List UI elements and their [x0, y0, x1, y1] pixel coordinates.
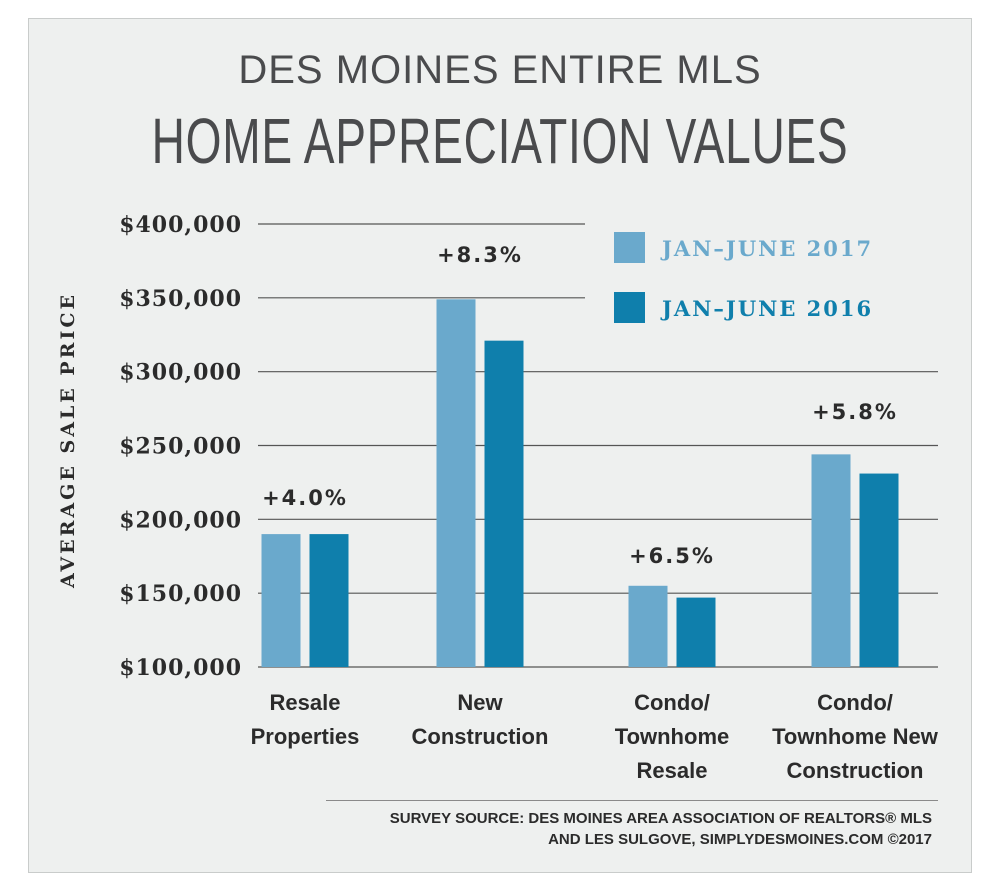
x-category-label: Townhome New: [772, 724, 939, 749]
bar-2017: [436, 299, 476, 667]
x-category-label: New: [457, 690, 503, 715]
percent-change-label: +8.3%: [437, 243, 523, 267]
bar-2016: [309, 534, 349, 667]
x-category-label: Townhome: [615, 724, 729, 749]
percent-change-label: +6.5%: [629, 544, 715, 568]
bar-2016: [676, 597, 716, 667]
y-tick-label: $300,000: [119, 360, 242, 386]
y-tick-label: $200,000: [119, 507, 242, 533]
percent-change-label: +4.0%: [262, 486, 348, 510]
chart-title: DES MOINES ENTIRE MLS: [238, 48, 762, 92]
source-note: SURVEY SOURCE: DES MOINES AREA ASSOCIATI…: [300, 808, 932, 850]
y-tick-label: $250,000: [119, 434, 242, 460]
legend-label: JAN–JUNE 2017: [660, 236, 873, 261]
x-category-label: Construction: [787, 758, 924, 783]
source-line-1: SURVEY SOURCE: DES MOINES AREA ASSOCIATI…: [389, 810, 932, 827]
source-divider: [326, 800, 938, 801]
x-category-label: Construction: [412, 724, 549, 749]
legend-swatch: [614, 232, 645, 263]
bar-2017: [261, 534, 301, 667]
x-category-label: Condo/: [634, 690, 710, 715]
y-tick-label: $350,000: [119, 286, 242, 312]
legend-label: JAN–JUNE 2016: [660, 296, 873, 321]
y-tick-label: $100,000: [119, 655, 242, 681]
legend-swatch: [614, 292, 645, 323]
percent-change-label: +5.8%: [812, 400, 898, 424]
y-tick-label: $400,000: [119, 212, 242, 238]
x-category-label: Resale: [637, 758, 708, 783]
bar-2017: [628, 585, 668, 667]
chart-subtitle: HOME APPRECIATION VALUES: [151, 105, 849, 177]
x-category-label: Properties: [251, 724, 360, 749]
y-tick-label: $150,000: [119, 581, 242, 607]
x-category-label: Resale: [270, 690, 341, 715]
source-line-2: AND LES SULGOVE, SIMPLYDESMOINES.COM ©20…: [548, 831, 932, 848]
bar-2017: [811, 454, 851, 667]
bar-2016: [484, 340, 524, 667]
bar-2016: [859, 473, 899, 667]
x-category-label: Condo/: [817, 690, 893, 715]
